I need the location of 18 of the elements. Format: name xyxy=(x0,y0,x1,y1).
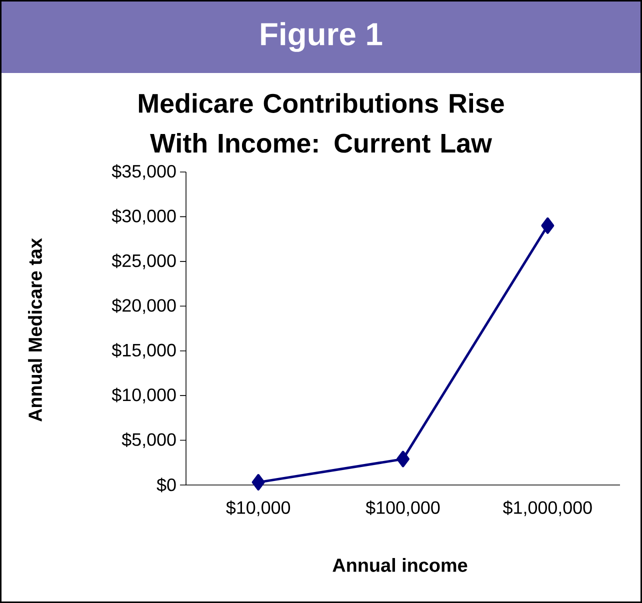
point xyxy=(541,217,554,234)
y-axis-title: Annual Medicare tax xyxy=(28,238,42,422)
y-tick-label: $30,000 xyxy=(112,208,176,224)
chart-title: Medicare Contributions Rise With Income: Current Law xyxy=(138,93,504,153)
point xyxy=(396,450,410,468)
x-axis-title: Annual income xyxy=(332,558,468,572)
x-tick-label: $10,000 xyxy=(226,500,290,516)
caption: Figure 1 xyxy=(261,22,382,52)
y-tick-label: $5,000 xyxy=(122,432,176,448)
point xyxy=(252,474,265,491)
x-tick-label: $1,000,000 xyxy=(502,500,592,516)
y-tick-label: $35,000 xyxy=(112,164,176,180)
y-tick-label: $20,000 xyxy=(112,298,176,314)
y-tick-label: $15,000 xyxy=(112,343,176,359)
y-tick-label: $25,000 xyxy=(112,254,176,270)
y-tick-label: $0 xyxy=(156,478,176,492)
y-tick-label: $10,000 xyxy=(112,388,176,404)
x-tick-label: $100,000 xyxy=(366,500,440,516)
